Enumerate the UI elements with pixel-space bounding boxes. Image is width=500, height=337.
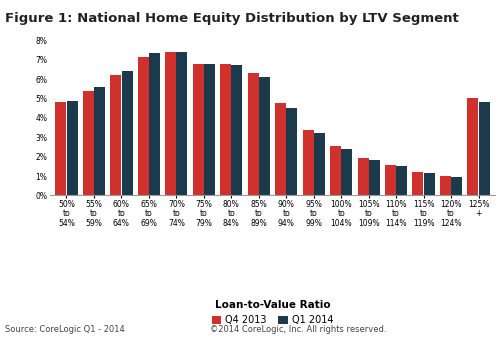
Bar: [358, 158, 368, 195]
Bar: [149, 53, 160, 195]
Bar: [275, 103, 286, 195]
Bar: [94, 87, 105, 195]
Bar: [314, 133, 325, 195]
Bar: [204, 64, 215, 195]
Bar: [424, 173, 434, 195]
Bar: [451, 177, 462, 195]
Bar: [138, 57, 149, 195]
Bar: [192, 64, 203, 195]
Text: Figure 1: National Home Equity Distribution by LTV Segment: Figure 1: National Home Equity Distribut…: [5, 12, 459, 25]
Bar: [342, 149, 352, 195]
Legend: Q4 2013, Q1 2014: Q4 2013, Q1 2014: [208, 297, 338, 329]
Bar: [369, 160, 380, 195]
Bar: [83, 91, 94, 195]
Bar: [66, 100, 78, 195]
Bar: [220, 64, 231, 195]
Text: ©2014 CoreLogic, Inc. All rights reserved.: ©2014 CoreLogic, Inc. All rights reserve…: [210, 325, 386, 334]
Bar: [165, 52, 176, 195]
Bar: [259, 77, 270, 195]
Bar: [110, 75, 122, 195]
Bar: [286, 108, 298, 195]
Bar: [232, 65, 242, 195]
Bar: [412, 172, 424, 195]
Bar: [330, 146, 341, 195]
Text: Source: CoreLogic Q1 - 2014: Source: CoreLogic Q1 - 2014: [5, 325, 125, 334]
Bar: [248, 73, 258, 195]
Bar: [478, 102, 490, 195]
Bar: [468, 98, 478, 195]
Bar: [385, 165, 396, 195]
Bar: [302, 129, 314, 195]
Bar: [122, 71, 132, 195]
Bar: [176, 52, 188, 195]
Bar: [440, 176, 451, 195]
Bar: [396, 166, 407, 195]
Bar: [56, 102, 66, 195]
